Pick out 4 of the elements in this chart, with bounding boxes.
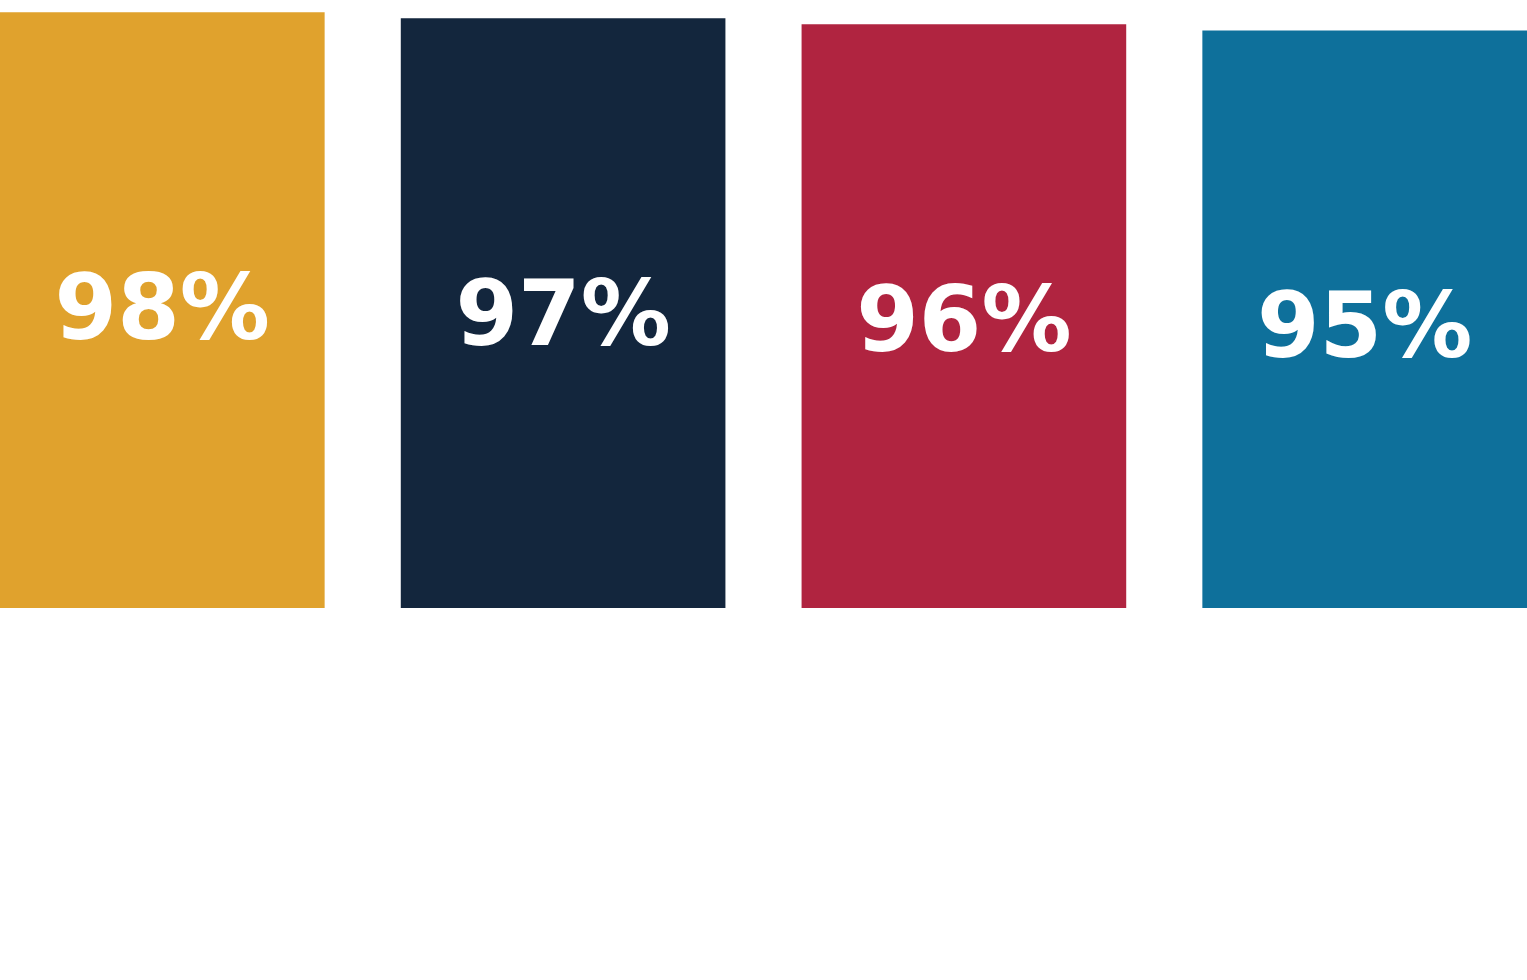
data-label: 98%	[54, 255, 271, 361]
data-label: 97%	[455, 261, 671, 367]
data-label: 96%	[856, 267, 1072, 373]
data-label: 95%	[1256, 273, 1473, 379]
